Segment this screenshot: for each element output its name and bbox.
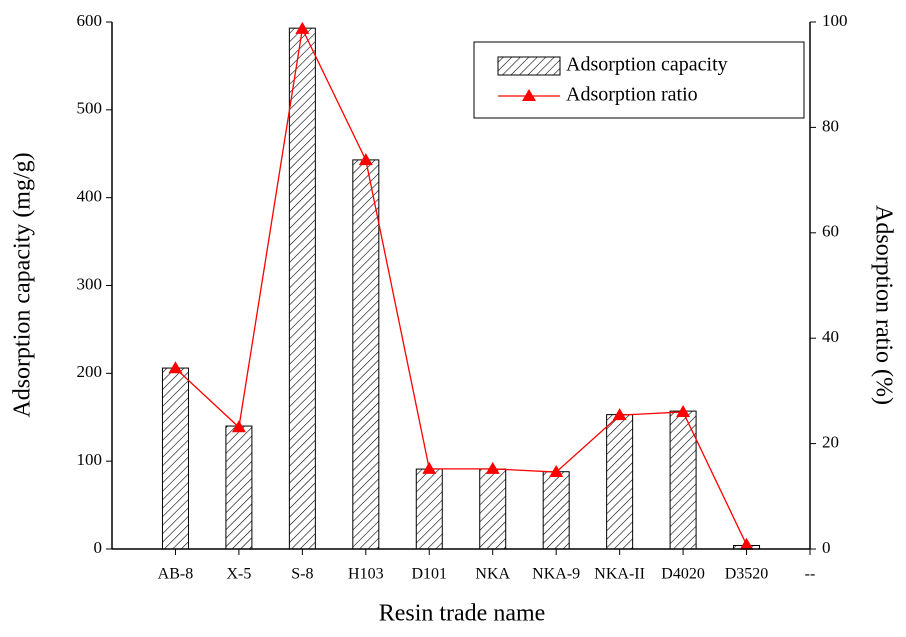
- y2-tick-label: 40: [822, 327, 839, 346]
- x-tick-label: D4020: [661, 566, 705, 583]
- x-tick-label: X-5: [226, 566, 251, 583]
- y-tick-label: 500: [77, 99, 103, 118]
- x-tick-label: D3520: [725, 566, 769, 583]
- y-axis-title: Adsorption capacity (mg/g): [10, 152, 36, 417]
- x-tick-label: S-8: [291, 566, 313, 583]
- bar: [542, 471, 570, 550]
- marker: [231, 420, 246, 433]
- marker: [739, 537, 754, 550]
- y2-tick-label: 100: [822, 11, 848, 30]
- line: [175, 26, 748, 546]
- bar: [606, 414, 634, 550]
- marker: [549, 465, 564, 478]
- y2-tick-label: 60: [822, 222, 839, 241]
- marker: [168, 361, 183, 374]
- y-tick-label: 100: [77, 450, 103, 469]
- x-tick-label: AB-8: [158, 566, 194, 583]
- x-tick-label: NKA-II: [594, 566, 645, 583]
- y2-tick-label: 20: [822, 433, 839, 452]
- bar: [288, 27, 316, 550]
- legend-box: [473, 41, 805, 119]
- bar: [415, 468, 443, 550]
- legend-marker: [522, 89, 536, 101]
- x-tick-label: NKA: [475, 566, 510, 583]
- bar: [479, 468, 507, 550]
- marker: [676, 404, 691, 417]
- x-tick-label: NKA-9: [532, 566, 580, 583]
- y-tick-label: 200: [77, 362, 103, 381]
- x-axis-title: Resin trade name: [379, 601, 546, 627]
- y2-tick-label: 0: [822, 538, 831, 557]
- marker: [612, 408, 627, 421]
- marker: [358, 153, 373, 166]
- y-tick-label: 300: [77, 274, 103, 293]
- y2-tick-label: 80: [822, 116, 839, 135]
- bar: [161, 367, 189, 550]
- x-tick-label: H103: [348, 566, 384, 583]
- bar: [225, 425, 253, 550]
- y2-axis-title: Adsorption ratio (%): [870, 205, 896, 405]
- x-tick-label: D101: [411, 566, 447, 583]
- y-tick-label: 0: [94, 538, 103, 557]
- y-tick-label: 600: [77, 11, 103, 30]
- legend-swatch: [497, 56, 561, 76]
- bar: [352, 159, 380, 550]
- marker: [422, 461, 437, 474]
- x-tick-label: --: [805, 566, 816, 583]
- legend-label: Adsorption ratio: [566, 84, 698, 106]
- bar: [669, 410, 697, 550]
- marker: [485, 461, 500, 474]
- marker: [295, 21, 310, 34]
- legend-label: Adsorption capacity: [566, 54, 728, 76]
- y-tick-label: 400: [77, 187, 103, 206]
